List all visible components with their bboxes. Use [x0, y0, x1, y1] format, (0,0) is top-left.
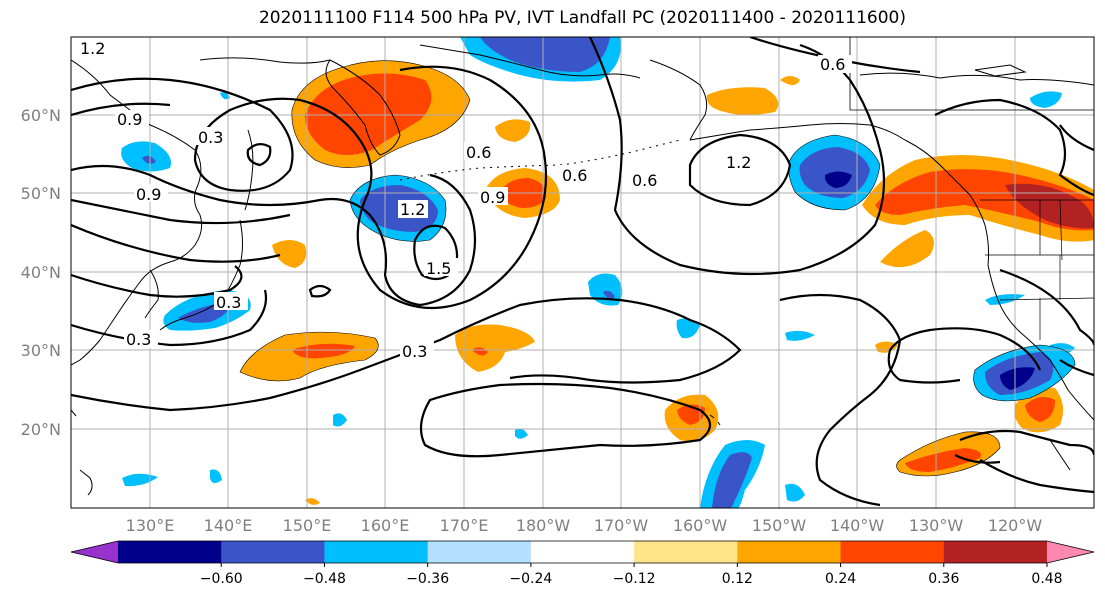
lat-label: 60°N	[21, 106, 61, 125]
contour-label: 0.9	[136, 185, 161, 204]
lon-label: 170°W	[594, 516, 649, 535]
colorbar-segment	[840, 541, 945, 563]
lon-label: 160°W	[673, 516, 728, 535]
colorbar-tick-label: −0.36	[406, 571, 449, 587]
colorbar-tick-label: −0.48	[303, 571, 346, 587]
contour-label: 0.6	[820, 55, 845, 74]
colorbar: −0.60 −0.48 −0.36 −0.24 −0.12 0.12 0.24 0.36 0.4…	[70, 540, 1095, 587]
contour-label: 0.6	[632, 171, 657, 190]
colorbar-tick-label: 0.36	[928, 571, 959, 587]
lon-label: 150°W	[752, 516, 807, 535]
contour-label: 0.9	[117, 110, 142, 129]
lat-label: 20°N	[21, 420, 61, 439]
lat-label: 30°N	[21, 341, 61, 360]
colorbar-tick-label: −0.24	[509, 571, 552, 587]
lon-label: 170°E	[440, 516, 489, 535]
lon-label: 150°E	[283, 516, 332, 535]
colorbar-segment	[427, 541, 532, 563]
latitude-labels: 60°N 50°N 40°N 30°N 20°N	[21, 106, 61, 439]
lat-label: 40°N	[21, 263, 61, 282]
contour-label: 1.2	[80, 39, 105, 58]
map-title: 2020111100 F114 500 hPa PV, IVT Landfall…	[258, 8, 906, 28]
pv-contours	[71, 37, 1094, 507]
colorbar-extend-high	[1047, 541, 1094, 563]
lon-label: 130°W	[909, 516, 964, 535]
colorbar-tick-label: −0.60	[200, 571, 243, 587]
contour-label: 0.3	[402, 342, 427, 361]
lon-label: 130°E	[126, 516, 175, 535]
contour-labels: 1.2 0.9 0.9 0.3 0.3 1.2 1.5 0.9 0.6 0.3 …	[78, 38, 852, 361]
colorbar-segment	[530, 541, 635, 563]
colorbar-segment	[221, 541, 325, 563]
colorbar-tick-label: −0.12	[613, 571, 656, 587]
contour-label: 0.9	[480, 188, 505, 207]
colorbar-tick-label: 0.24	[825, 571, 856, 587]
contour-label: 1.2	[400, 200, 425, 219]
colorbar-segment	[737, 541, 842, 563]
colorbar-segment	[943, 541, 1048, 563]
colorbar-tick-label: 0.48	[1031, 571, 1062, 587]
lon-label: 140°E	[204, 516, 253, 535]
contour-label: 1.2	[726, 153, 751, 172]
colorbar-segment	[118, 541, 222, 563]
contour-label: 0.3	[126, 330, 151, 349]
lon-label: 140°W	[830, 516, 885, 535]
colorbar-extend-low	[71, 541, 118, 563]
colorbar-outline	[70, 540, 1095, 564]
contour-label: 0.3	[216, 293, 241, 312]
colorbar-tick-label: 0.12	[722, 571, 753, 587]
contour-label: 1.5	[426, 259, 451, 278]
colorbar-segment	[324, 541, 429, 563]
lon-label: 120°W	[988, 516, 1043, 535]
lon-label: 180°W	[516, 516, 571, 535]
lat-label: 50°N	[21, 184, 61, 203]
map-border	[70, 36, 1095, 509]
longitude-labels: 130°E 140°E 150°E 160°E 170°E 180°W 170°…	[126, 516, 1043, 535]
colorbar-segment	[634, 541, 738, 563]
contour-label: 0.6	[466, 143, 491, 162]
contour-label: 0.3	[198, 128, 223, 147]
coastlines	[71, 37, 1094, 496]
contour-label: 0.6	[562, 166, 587, 185]
lon-label: 160°E	[361, 516, 410, 535]
